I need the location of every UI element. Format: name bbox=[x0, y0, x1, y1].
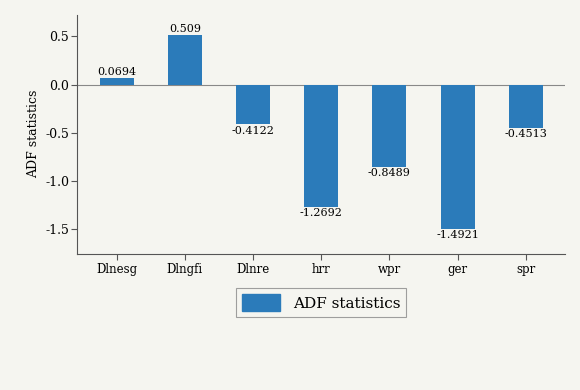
Bar bbox=[509, 85, 543, 128]
Text: -0.8489: -0.8489 bbox=[368, 168, 411, 178]
Text: -1.2692: -1.2692 bbox=[300, 208, 343, 218]
Bar bbox=[100, 78, 134, 85]
Text: 0.509: 0.509 bbox=[169, 24, 201, 34]
Legend: ADF statistics: ADF statistics bbox=[236, 287, 407, 317]
Bar bbox=[236, 85, 270, 124]
Text: 0.0694: 0.0694 bbox=[97, 67, 136, 77]
Text: -0.4122: -0.4122 bbox=[231, 126, 274, 135]
Bar bbox=[304, 85, 338, 207]
Bar bbox=[168, 35, 202, 85]
Y-axis label: ADF statistics: ADF statistics bbox=[27, 90, 39, 179]
Text: -0.4513: -0.4513 bbox=[505, 129, 548, 139]
Bar bbox=[372, 85, 407, 167]
Bar bbox=[441, 85, 474, 229]
Text: -1.4921: -1.4921 bbox=[436, 230, 479, 240]
